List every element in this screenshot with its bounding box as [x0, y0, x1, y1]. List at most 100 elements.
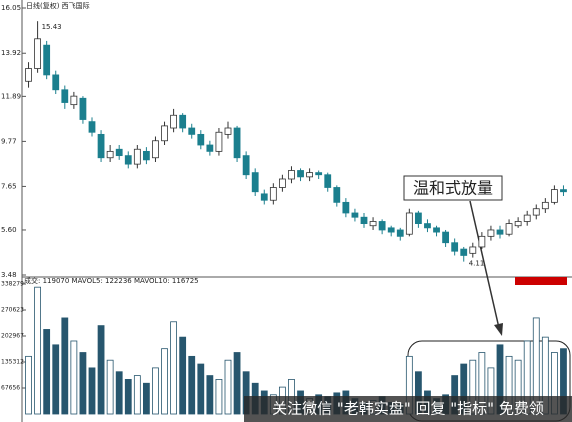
candle-body	[70, 95, 78, 106]
y-tick-label: 11.89	[1, 92, 21, 100]
watermark-band	[244, 396, 572, 422]
y-tick-label: 5.60	[1, 226, 17, 234]
candle-body	[469, 246, 477, 254]
candle-body	[97, 133, 105, 159]
candle-body	[306, 172, 314, 178]
annotation-box	[403, 175, 503, 201]
candle-body	[424, 223, 431, 229]
candle-body	[297, 170, 304, 178]
candle-body	[52, 74, 60, 91]
volume-bar	[233, 352, 241, 415]
volume-bar	[133, 375, 141, 415]
volume-bar	[215, 379, 223, 415]
candle-body	[79, 97, 87, 120]
candle-body	[179, 114, 187, 129]
candle-body	[433, 227, 440, 233]
candle-body	[152, 140, 159, 159]
candle-body	[206, 144, 214, 152]
candle-body	[25, 68, 32, 82]
candle-body	[523, 214, 531, 222]
y-tick-label: 9.77	[1, 137, 17, 145]
volume-bar	[152, 367, 159, 415]
candle-body	[442, 231, 450, 244]
candle-body	[106, 150, 114, 159]
volume-bar	[70, 340, 78, 415]
candle-body	[161, 125, 168, 142]
annotation: 温和式放量	[413, 179, 493, 198]
candle-body	[269, 187, 277, 201]
candle-body	[34, 38, 41, 69]
candle-body	[505, 223, 513, 235]
candle-body	[487, 229, 495, 237]
volume-bar	[142, 382, 150, 415]
candle-body	[496, 229, 504, 235]
low-label: 4.11	[469, 260, 485, 268]
volume-bar	[25, 355, 32, 415]
candle-body	[378, 221, 386, 231]
candle-body	[333, 187, 341, 203]
y-tick-label: 7.65	[1, 182, 17, 190]
candle-body	[396, 229, 404, 237]
candle-body	[197, 133, 205, 146]
volume-tick-label: 67656	[1, 385, 20, 392]
high-label: 15.43	[42, 23, 62, 31]
candle-body	[451, 242, 459, 252]
volume-bar	[106, 359, 114, 415]
watermark: 关注微信 "老韩实盘" 回复 "指标" 免费领	[272, 400, 544, 418]
volume-bar	[170, 321, 178, 415]
candle-body	[278, 178, 286, 188]
candle-body	[215, 131, 223, 152]
volume-bar	[161, 348, 168, 415]
candle-body	[551, 189, 558, 203]
volume-tick-label: 270623	[1, 307, 24, 314]
candle-body	[115, 148, 123, 157]
volume-tick-label: 338279	[1, 281, 24, 288]
candle-body	[242, 155, 250, 176]
candle-body	[387, 227, 395, 233]
chart-title: 日线(复权) 西飞国际	[26, 1, 90, 10]
candle-body	[188, 127, 196, 135]
candle-body	[124, 155, 132, 165]
volume-bar	[88, 367, 96, 415]
candle-body	[43, 44, 51, 76]
volume-bar	[124, 379, 132, 415]
candle-body	[514, 221, 522, 227]
candle-body	[369, 221, 377, 227]
arrow	[469, 200, 500, 329]
candle-body	[560, 189, 567, 193]
candle-body	[351, 212, 359, 218]
candle-body	[532, 208, 540, 216]
arrow-head	[494, 323, 503, 336]
volume-bar	[43, 329, 51, 415]
candle-body	[88, 121, 96, 133]
candle-body	[360, 216, 368, 224]
volume-bar	[224, 359, 232, 415]
candle-body	[414, 212, 422, 224]
candle-body	[142, 150, 150, 161]
candle-body	[478, 235, 486, 248]
candle-body	[315, 172, 323, 176]
candle-body	[324, 174, 332, 188]
volume-bar	[179, 336, 187, 415]
legend-box	[515, 277, 567, 285]
y-tick-label: 16.05	[1, 4, 21, 12]
candle-body	[342, 201, 350, 214]
candle-body	[288, 170, 295, 180]
candle-body	[170, 114, 178, 129]
volume-bar	[206, 375, 214, 415]
volume-bar	[61, 317, 69, 415]
volume-bar	[197, 363, 205, 415]
volume-tick-label: 202967	[1, 333, 24, 340]
candle-body	[61, 89, 69, 103]
candle-body	[233, 127, 241, 159]
volume-bar	[97, 325, 105, 415]
candle-body	[224, 127, 232, 135]
candle-body	[405, 212, 413, 235]
volume-bar	[115, 371, 123, 415]
candle-body	[460, 248, 468, 256]
volume-bar	[188, 355, 196, 415]
y-tick-label: 13.92	[1, 49, 21, 57]
candle-body	[251, 172, 259, 193]
